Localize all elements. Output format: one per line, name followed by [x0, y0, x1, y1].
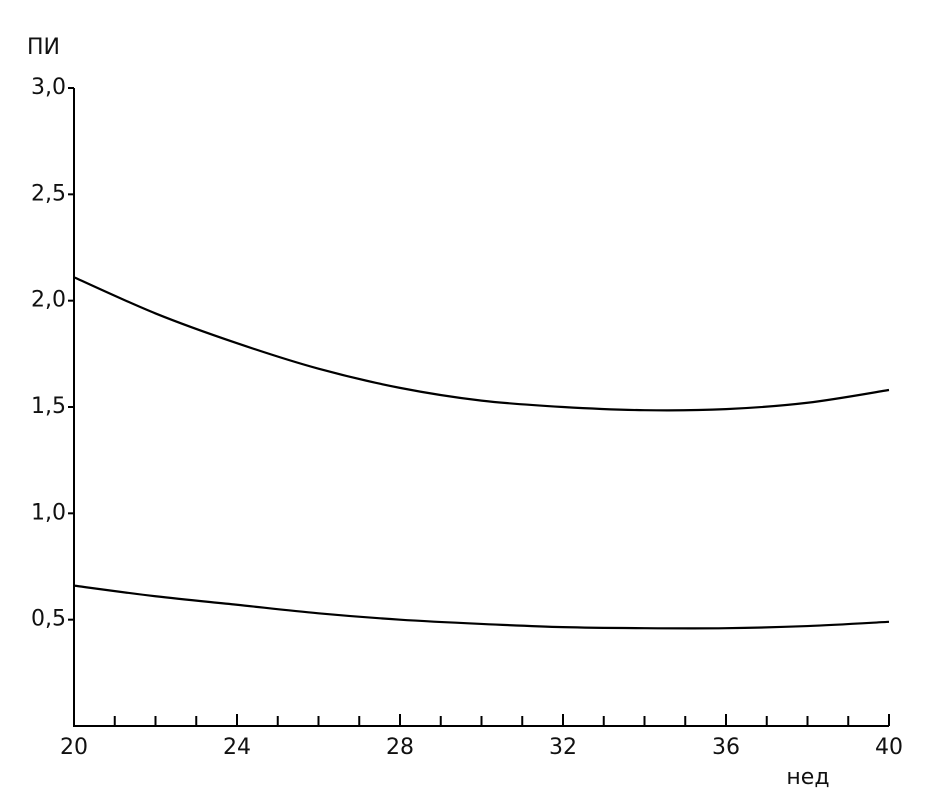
- curve: [73, 276, 890, 412]
- y-tick-label: 0,5: [31, 607, 66, 632]
- x-tick-label: 32: [549, 735, 577, 760]
- y-tick-label: 1,5: [31, 394, 66, 419]
- y-axis-label: ПИ: [27, 35, 60, 60]
- x-tick-label: 24: [223, 735, 251, 760]
- y-tick-label: 3,0: [31, 75, 66, 100]
- y-tick-label: 1,0: [31, 500, 66, 525]
- y-tick-label: 2,0: [31, 288, 66, 313]
- x-tick-label: 20: [60, 735, 88, 760]
- curve: [73, 584, 890, 630]
- x-tick-label: 40: [875, 735, 903, 760]
- x-tick-label: 28: [386, 735, 414, 760]
- y-tick-label: 2,5: [31, 181, 66, 206]
- x-axis-label: нед: [786, 765, 829, 790]
- x-tick-label: 36: [712, 735, 740, 760]
